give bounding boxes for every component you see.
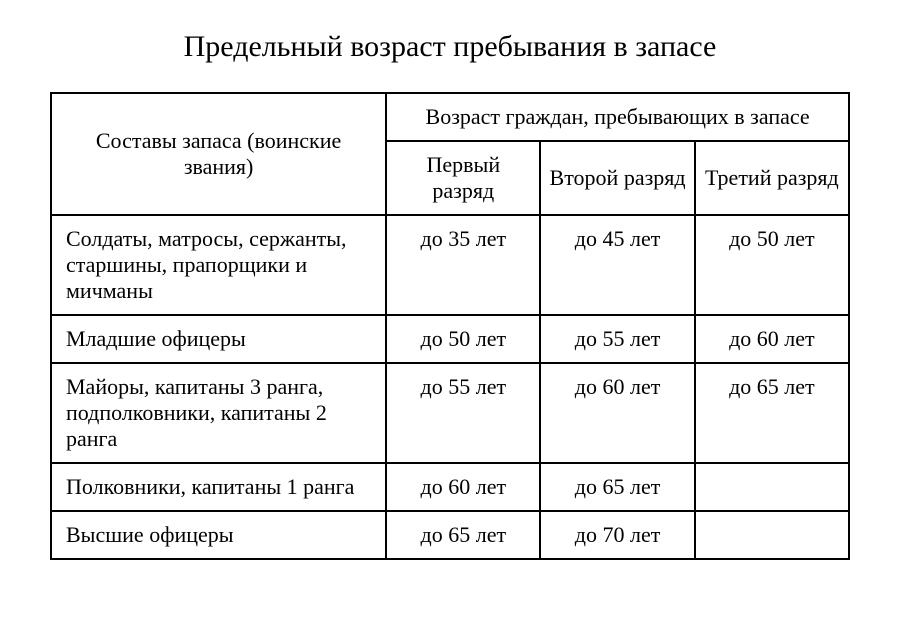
header-category-2: Второй разряд xyxy=(540,141,694,215)
age-cell: до 60 лет xyxy=(695,315,849,363)
header-category-3: Третий разряд xyxy=(695,141,849,215)
table-row: Майоры, капитаны 3 ранга, подполковники,… xyxy=(51,363,849,463)
age-cell: до 65 лет xyxy=(386,511,540,559)
header-ranks: Составы запаса (воинские звания) xyxy=(51,93,386,215)
page-title: Предельный возраст пребывания в запасе xyxy=(50,30,850,64)
age-cell: до 60 лет xyxy=(540,363,694,463)
table-row: Младшие офицеры до 50 лет до 55 лет до 6… xyxy=(51,315,849,363)
reserve-age-table: Составы запаса (воинские звания) Возраст… xyxy=(50,92,850,560)
age-cell: до 65 лет xyxy=(695,363,849,463)
age-cell: до 70 лет xyxy=(540,511,694,559)
age-cell: до 55 лет xyxy=(540,315,694,363)
rank-cell: Майоры, капитаны 3 ранга, подполковники,… xyxy=(51,363,386,463)
rank-cell: Полковники, капитаны 1 ранга xyxy=(51,463,386,511)
age-cell: до 50 лет xyxy=(386,315,540,363)
header-category-1: Первый разряд xyxy=(386,141,540,215)
age-cell xyxy=(695,463,849,511)
age-cell: до 60 лет xyxy=(386,463,540,511)
table-header-row-1: Составы запаса (воинские звания) Возраст… xyxy=(51,93,849,141)
age-cell: до 65 лет xyxy=(540,463,694,511)
rank-cell: Солдаты, матросы, сержанты, старшины, пр… xyxy=(51,215,386,315)
rank-cell: Высшие офицеры xyxy=(51,511,386,559)
age-cell: до 50 лет xyxy=(695,215,849,315)
table-row: Солдаты, матросы, сержанты, старшины, пр… xyxy=(51,215,849,315)
age-cell xyxy=(695,511,849,559)
table-row: Высшие офицеры до 65 лет до 70 лет xyxy=(51,511,849,559)
header-ages: Возраст граждан, пребывающих в запасе xyxy=(386,93,849,141)
rank-cell: Младшие офицеры xyxy=(51,315,386,363)
age-cell: до 55 лет xyxy=(386,363,540,463)
age-cell: до 45 лет xyxy=(540,215,694,315)
age-cell: до 35 лет xyxy=(386,215,540,315)
table-row: Полковники, капитаны 1 ранга до 60 лет д… xyxy=(51,463,849,511)
